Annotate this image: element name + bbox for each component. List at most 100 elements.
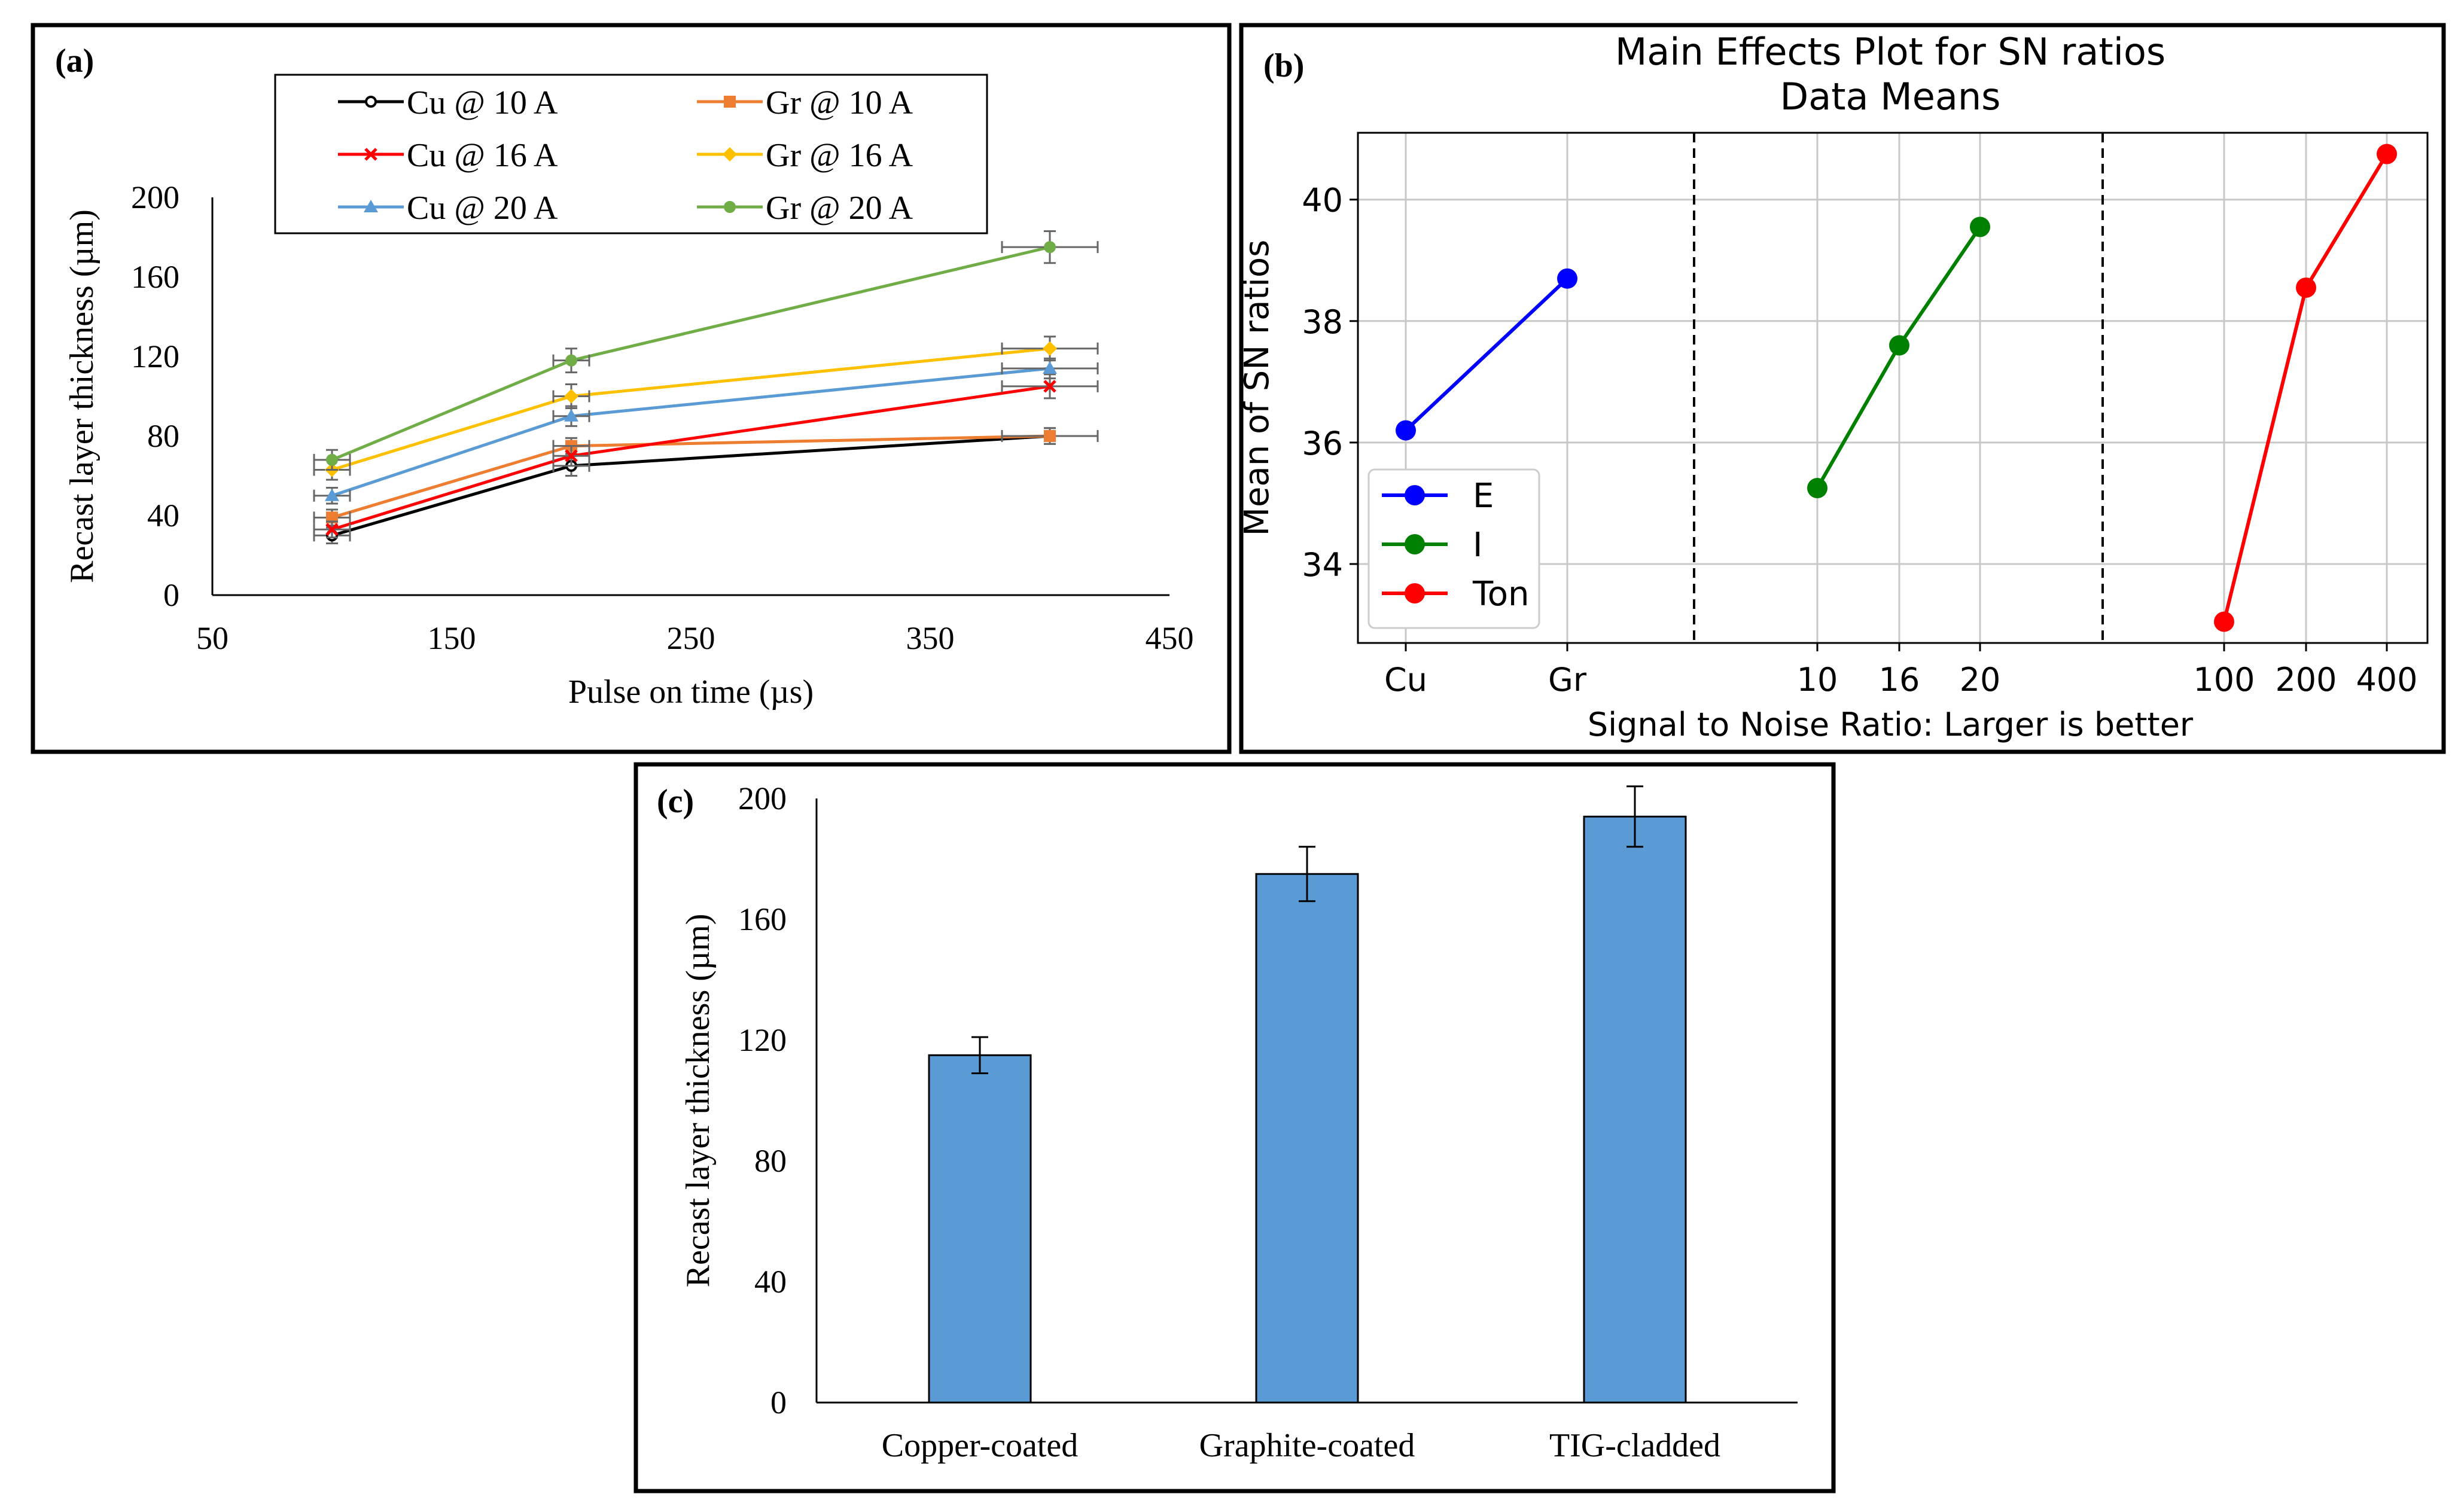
panel-c-xtick-label: Copper-coated <box>882 1427 1079 1464</box>
panel-b-ytick-label: 34 <box>1302 546 1343 584</box>
panel-a-point <box>565 354 577 367</box>
panel-a-legend-entry-gr-16-a: Gr @ 16 A <box>697 137 913 174</box>
panel-b-legend-entry-ton: Ton <box>1382 575 1529 614</box>
panel-b-legend-marker <box>1405 485 1425 505</box>
panel-b-legend-label: I <box>1473 526 1483 565</box>
panel-a-series-gr-20-a <box>313 230 1099 471</box>
panel-c-bar-tig-cladded <box>1583 815 1687 1404</box>
panel-a-frame <box>31 23 1232 754</box>
panel-c-ytick-label: 120 <box>738 1022 787 1058</box>
panel-b-line-e <box>1404 277 1569 432</box>
panel-a-label: (a) <box>55 42 94 80</box>
panel-b-xtick-label: 16 <box>1879 661 1920 699</box>
panel-b-ytick-label: 40 <box>1302 182 1343 220</box>
panel-a-legend-entry-cu-16-a: Cu @ 16 A <box>338 137 558 174</box>
panel-b-legend-entry-e: E <box>1382 477 1494 516</box>
panel-a-point <box>326 511 338 524</box>
panel-b-ytick-label: 38 <box>1302 303 1343 341</box>
panel-c-ytick-label: 200 <box>738 781 787 816</box>
panel-a-legend-marker <box>724 96 736 108</box>
panel-c: (c) 0 40 80 120 160 200 Recast layer thickness … <box>657 781 1798 1464</box>
panel-a-point <box>1044 430 1056 442</box>
panel-a-point <box>1043 361 1057 374</box>
panel-b-legend: EI Ton <box>1367 468 1540 629</box>
panel-b-legend-marker <box>1405 583 1425 603</box>
panel-a-series-cu-16-a <box>313 373 1099 539</box>
panel-a-ylabel: Recast layer thickness (µm) <box>63 209 100 583</box>
panel-c-label: (c) <box>657 783 694 820</box>
panel-b-point <box>2296 277 2316 298</box>
panel-a-series-gr-10-a <box>313 427 1099 527</box>
panel-a-errorbar <box>313 520 351 539</box>
panel-b-point <box>1557 268 1577 289</box>
panel-b-point <box>2214 611 2234 632</box>
panel-a-xtick-label: 350 <box>906 620 955 656</box>
panel-b-legend-marker <box>1405 534 1425 554</box>
panel-b-point <box>1396 420 1416 441</box>
panel-b-point <box>2377 144 2397 164</box>
panel-a-ytick-label: 0 <box>163 577 179 613</box>
panel-c-ytick-label: 160 <box>738 901 787 937</box>
panel-b-xtick-label: 10 <box>1797 661 1838 699</box>
panel-c-xtick-label: Graphite-coated <box>1199 1427 1415 1464</box>
panel-b-title: Main Effects Plot for SN ratios <box>1615 30 2165 74</box>
panel-a-xtick-label: 450 <box>1146 620 1194 656</box>
panel-b-legend-label: Ton <box>1472 575 1529 614</box>
panel-a-legend-marker <box>364 200 378 212</box>
panel-b-series-e <box>1396 268 1577 441</box>
panel-b-xtick-label: 400 <box>2356 661 2417 699</box>
panel-b-xtick-label: 20 <box>1960 661 2001 699</box>
panel-c-xtick-label: TIG-cladded <box>1549 1427 1720 1464</box>
panel-a-legend-marker <box>724 201 736 213</box>
panel-a-legend-entry-gr-10-a: Gr @ 10 A <box>697 84 913 121</box>
panel-a-legend-label: Cu @ 16 A <box>407 137 558 174</box>
panel-b-series-i <box>1807 217 1990 499</box>
panel-a-xtick-label: 50 <box>196 620 229 656</box>
panel-a-point <box>1044 241 1056 254</box>
panel-a-point <box>565 449 578 463</box>
panel-b-frame <box>1239 23 2446 754</box>
panel-b-legend-label: E <box>1473 477 1494 516</box>
panel-b-legend-entry-i: I <box>1382 526 1483 565</box>
panel-a-ytick-label: 40 <box>147 498 179 534</box>
panel-a-legend-marker <box>365 96 377 108</box>
panel-b-ylabel: Mean of SN ratios <box>1238 240 1277 536</box>
panel-a-ytick-label: 160 <box>131 259 179 295</box>
panel-a-legend-label: Gr @ 10 A <box>766 84 913 121</box>
panel-c-bar-graphite-coated <box>1255 873 1359 1404</box>
panel-a-legend-entry-cu-10-a: Cu @ 10 A <box>338 84 558 121</box>
panel-b-xtick-label: Cu <box>1384 661 1427 699</box>
panel-b-point <box>1970 217 1990 237</box>
panel-a-legend-label: Cu @ 20 A <box>407 190 558 227</box>
panel-b-xlabel: Signal to Noise Ratio: Larger is better <box>1588 706 2194 743</box>
panel-b-plot-frame <box>1357 132 2429 644</box>
panel-a-line-cu-20-a <box>331 367 1050 498</box>
panel-a-ytick-label: 80 <box>147 418 179 454</box>
panel-a-point <box>1043 341 1057 356</box>
panel-c-ytick-label: 40 <box>754 1264 787 1300</box>
panel-b-xtick-label: 100 <box>2193 661 2255 699</box>
panel-b-xtick-label: Gr <box>1548 661 1587 699</box>
panel-b-xtick-label: 200 <box>2275 661 2337 699</box>
panel-b-series-ton <box>2214 144 2397 632</box>
panel-a-point <box>1043 380 1056 393</box>
panel-c-ytick-label: 0 <box>770 1385 787 1420</box>
panel-a-ytick-label: 120 <box>131 339 179 374</box>
panel-b-subtitle: Data Means <box>1780 75 2001 118</box>
panel-a-xlabel: Pulse on time (µs) <box>568 673 814 711</box>
panel-a-line-gr-20-a <box>331 245 1050 462</box>
panel-a-legend: Cu @ 10 A Gr @ 10 A Cu @ 16 A Gr @ 16 A Cu @… <box>274 74 988 234</box>
panel-a-xtick-label: 250 <box>667 620 715 656</box>
panel-b-ytick-label: 36 <box>1302 425 1343 462</box>
panel-c-errorbar <box>1299 846 1315 903</box>
panel-a-point <box>325 488 339 501</box>
panel-a-point <box>326 453 338 466</box>
panel-b-label: (b) <box>1263 47 1304 84</box>
panel-c-ylabel: Recast layer thickness (µm) <box>680 914 717 1288</box>
panel-a-legend-marker <box>364 148 377 161</box>
panel-a-legend-label: Gr @ 20 A <box>766 190 913 227</box>
panel-a-point <box>564 389 578 404</box>
panel-a-legend-label: Gr @ 16 A <box>766 137 913 174</box>
panel-c-ytick-label: 80 <box>754 1143 787 1179</box>
